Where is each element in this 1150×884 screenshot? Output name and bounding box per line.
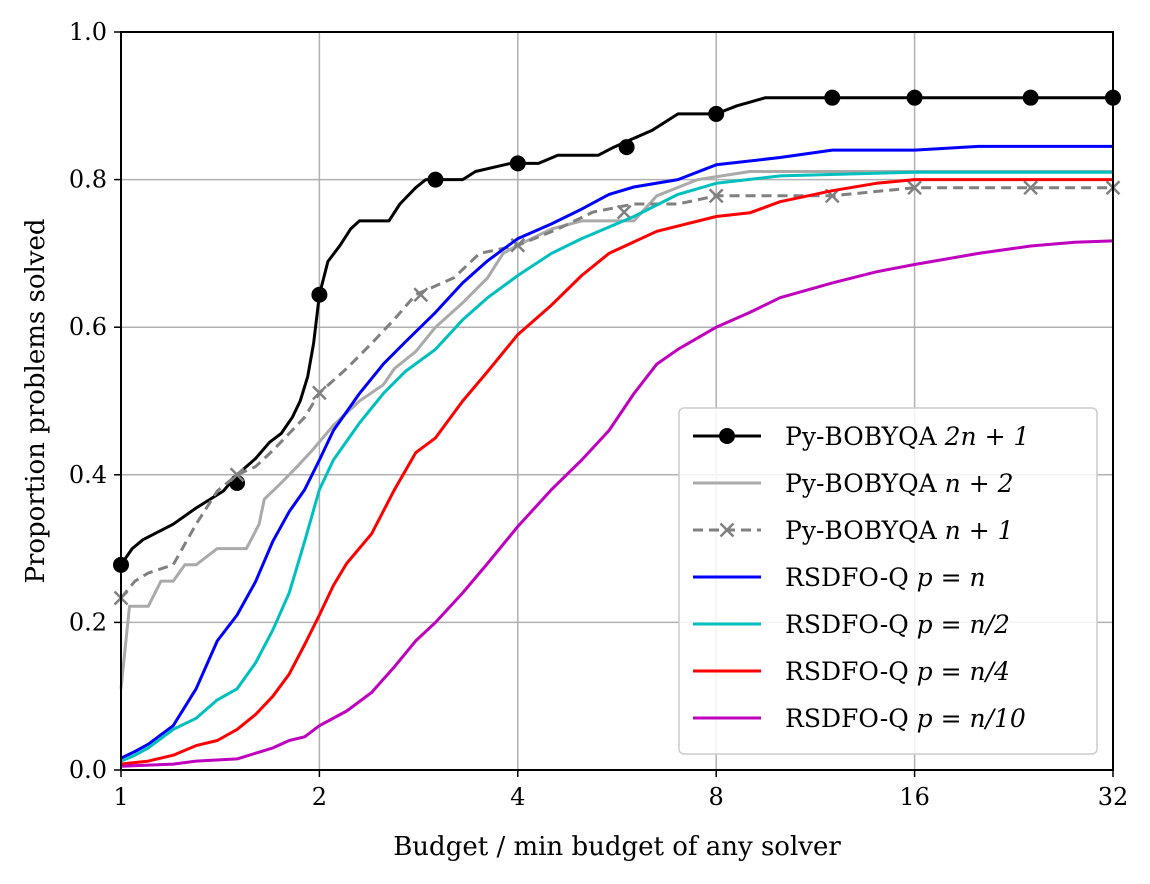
- x-tick-label: 32: [1098, 783, 1129, 811]
- series-layer: [113, 89, 1121, 768]
- legend-box: [678, 407, 1098, 755]
- series-rsdfo-q-p-n-4: [120, 178, 1113, 766]
- legend-label-text: RSDFO-Q: [785, 657, 917, 686]
- legend-entry-py-bobyqa-n-2: Py-BOBYQA n + 2: [693, 469, 1014, 498]
- legend-label: Py-BOBYQA 2n + 1: [785, 422, 1029, 451]
- series-line-rsdfo-q-p-n-4: [120, 178, 1113, 766]
- legend-label-math: p = n/2: [917, 610, 1010, 639]
- data-point-py-bobyqa-n-1: [616, 204, 632, 220]
- series-line-rsdfo-q-p-n-10: [120, 239, 1114, 768]
- legend-label: RSDFO-Q p = n/10: [785, 704, 1026, 733]
- legend-entry-rsdfo-q-p-n-10: RSDFO-Q p = n/10: [693, 704, 1026, 733]
- x-axis: 1 2 4 8 16 32: [113, 770, 1128, 811]
- series-py-bobyqa-n-2: [119, 170, 1113, 689]
- data-point-py-bobyqa-2n-1: [824, 89, 841, 106]
- series-rsdfo-q-p-n-10: [120, 239, 1114, 768]
- y-tick-label: 0.4: [69, 461, 107, 489]
- legend-marker: [719, 428, 735, 444]
- legend-label-math: n + 2: [945, 469, 1014, 498]
- data-point-py-bobyqa-2n-1: [618, 139, 635, 156]
- series-line-rsdfo-q-p-n-2: [120, 170, 1113, 763]
- y-tick-label: 0.6: [69, 313, 107, 341]
- legend-label-math: p = n/4: [917, 657, 1010, 686]
- legend-label: RSDFO-Q p = n/2: [785, 610, 1010, 639]
- x-tick-label: 1: [113, 783, 128, 811]
- y-tick-label: 1.0: [69, 18, 107, 46]
- legend: Py-BOBYQA 2n + 1Py-BOBYQA n + 2Py-BOBYQA…: [678, 407, 1098, 755]
- data-point-py-bobyqa-n-1: [907, 180, 922, 196]
- legend-entry-py-bobyqa-n-1: Py-BOBYQA n + 1: [693, 516, 1014, 545]
- legend-label: RSDFO-Q p = n: [785, 563, 986, 592]
- x-tick-label: 4: [510, 783, 525, 811]
- series-rsdfo-q-p-n: [120, 144, 1113, 760]
- legend-label-math: n + 1: [945, 516, 1014, 545]
- legend-label-text: Py-BOBYQA: [785, 469, 945, 498]
- legend-entry-rsdfo-q-p-n: RSDFO-Q p = n: [693, 563, 986, 592]
- legend-label-text: Py-BOBYQA: [785, 516, 945, 545]
- legend-label: Py-BOBYQA n + 1: [785, 516, 1014, 545]
- plot-frame: [120, 31, 1114, 771]
- data-point-py-bobyqa-n-1: [1023, 180, 1039, 196]
- data-point-py-bobyqa-2n-1: [427, 171, 444, 188]
- x-tick-label: 8: [709, 783, 724, 811]
- data-point-py-bobyqa-2n-1: [708, 105, 725, 122]
- legend-label-text: RSDFO-Q: [785, 704, 917, 733]
- legend-entry-rsdfo-q-p-n-2: RSDFO-Q p = n/2: [693, 610, 1010, 639]
- legend-label-text: RSDFO-Q: [785, 610, 917, 639]
- legend-marker: [719, 522, 735, 538]
- legend-label: RSDFO-Q p = n/4: [785, 657, 1010, 686]
- legend-label: Py-BOBYQA n + 2: [785, 469, 1014, 498]
- y-tick-label: 0.8: [69, 166, 107, 194]
- data-point-py-bobyqa-2n-1: [509, 155, 526, 172]
- legend-label-text: RSDFO-Q: [785, 563, 917, 592]
- data-point-py-bobyqa-n-1: [708, 188, 724, 204]
- legend-entry-rsdfo-q-p-n-4: RSDFO-Q p = n/4: [693, 657, 1010, 686]
- legend-label-math: p = n: [917, 563, 986, 592]
- x-tick-label: 2: [312, 783, 327, 811]
- y-tick-label: 0.2: [69, 608, 107, 636]
- data-point-py-bobyqa-n-1: [229, 467, 245, 483]
- legend-label-text: Py-BOBYQA: [785, 422, 945, 451]
- data-point-py-bobyqa-2n-1: [906, 89, 923, 106]
- data-point-py-bobyqa-2n-1: [1022, 89, 1039, 106]
- x-axis-label: Budget / min budget of any solver: [393, 832, 841, 862]
- y-axis: 0.0 0.2 0.4 0.6 0.8 1.0: [69, 18, 121, 784]
- data-point-py-bobyqa-2n-1: [311, 286, 328, 303]
- series-line-py-bobyqa-n-2: [119, 170, 1113, 689]
- y-axis-label: Proportion problems solved: [21, 218, 51, 583]
- series-line-rsdfo-q-p-n: [120, 144, 1113, 760]
- data-point-py-bobyqa-n-1: [312, 385, 327, 401]
- x-tick-label: 16: [899, 783, 930, 811]
- series-rsdfo-q-p-n-2: [120, 170, 1113, 763]
- legend-entry-py-bobyqa-2n-1: Py-BOBYQA 2n + 1: [693, 422, 1029, 451]
- data-point-py-bobyqa-n-1: [413, 287, 429, 303]
- legend-label-math: 2n + 1: [944, 422, 1030, 451]
- legend-label-math: p = n/10: [917, 704, 1026, 733]
- y-tick-label: 0.0: [69, 756, 107, 784]
